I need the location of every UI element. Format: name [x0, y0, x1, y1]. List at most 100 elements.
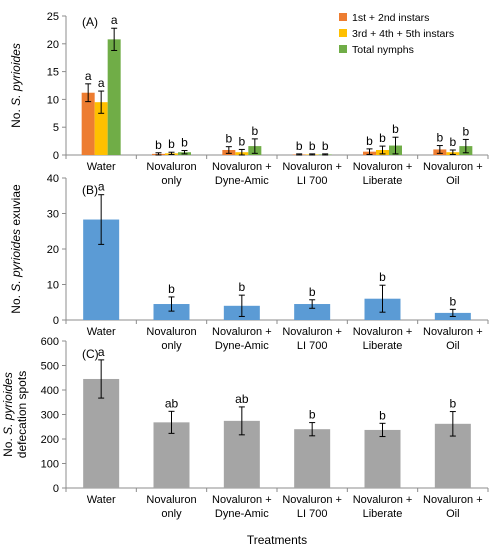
x-tick-label: Novaluron + — [423, 161, 483, 173]
legend-label: 3rd + 4th + 5th instars — [352, 28, 454, 40]
y-axis-title: No. S. pyrioides exuviae — [9, 184, 23, 314]
significance-letter: b — [168, 137, 175, 151]
significance-letter: a — [98, 76, 105, 90]
significance-letter: b — [155, 138, 162, 152]
legend-label: Total nymphs — [352, 44, 414, 56]
x-tick-label: Dyne-Amic — [215, 340, 269, 352]
y-tick-label: 300 — [41, 410, 59, 422]
panel-label: (C) — [82, 347, 99, 361]
y-tick-label: 500 — [41, 361, 59, 373]
significance-letter: b — [322, 139, 329, 153]
x-tick-label: Novaluron + — [212, 326, 272, 338]
x-tick-label: Oil — [446, 340, 459, 352]
significance-letter: b — [238, 280, 245, 294]
y-tick-label: 400 — [41, 385, 59, 397]
panel-c: 0 100 200 300 400 500 600 (C) No. S. pyrioides de… — [1, 336, 489, 520]
x-tick-label: LI 700 — [297, 175, 328, 187]
legend-swatch — [339, 45, 347, 53]
significance-letter: b — [309, 408, 316, 422]
y-tick-label: 600 — [41, 336, 59, 348]
bar-instars-1-2 — [81, 92, 95, 155]
x-tick-label: Novaluron + — [353, 326, 413, 338]
x-tick-label: only — [161, 175, 182, 187]
y-tick-label: 30 — [47, 209, 59, 221]
y-tick-label: 200 — [41, 434, 59, 446]
y-tick-label: 0 — [53, 150, 59, 162]
y-axis-title-line2: defecation spots — [15, 371, 29, 458]
x-tick-label: Novaluron — [146, 326, 196, 338]
significance-letter: b — [296, 139, 303, 153]
x-axis-title: Treatments — [247, 533, 307, 547]
legend-swatch — [339, 29, 347, 37]
x-tick-label: Novaluron — [146, 161, 196, 173]
x-tick-label: Novaluron + — [282, 326, 342, 338]
significance-letter: b — [238, 134, 245, 148]
x-tick-label: Liberate — [363, 508, 403, 520]
bar-value — [364, 429, 401, 488]
x-tick-label: Novaluron — [146, 494, 196, 506]
significance-letter: b — [309, 139, 316, 153]
x-tick-label: Dyne-Amic — [215, 508, 269, 520]
bar-instars-3-5 — [94, 102, 108, 155]
x-tick-label: Liberate — [363, 340, 403, 352]
x-tick-label: Water — [87, 494, 116, 506]
x-tick-label: LI 700 — [297, 508, 328, 520]
y-axis-title-part: S. pyrioides — [9, 43, 23, 106]
x-tick-label: only — [161, 508, 182, 520]
y-tick-label: 10 — [47, 280, 59, 292]
x-tick-label: Novaluron + — [353, 161, 413, 173]
x-tick-label: Oil — [446, 508, 459, 520]
bar-value — [294, 429, 331, 488]
y-axis-title: No. S. pyrioides — [1, 372, 15, 457]
x-tick-label: Novaluron + — [212, 161, 272, 173]
significance-letter: b — [379, 270, 386, 284]
significance-letter: a — [98, 345, 105, 359]
panel-b: 0 10 20 30 40 (B) No. S. pyrioides exuviae a b b b… — [9, 173, 489, 352]
significance-letter: b — [366, 134, 373, 148]
significance-letter: b — [181, 136, 188, 150]
y-tick-label: 5 — [53, 122, 59, 134]
significance-letter: b — [449, 135, 456, 149]
bar-value — [294, 304, 331, 320]
y-tick-label: 20 — [47, 244, 59, 256]
y-axis-title-part: No. — [1, 435, 15, 457]
x-tick-label: Novaluron + — [212, 494, 272, 506]
y-tick-label: 25 — [47, 11, 59, 23]
x-tick-label: Novaluron + — [423, 326, 483, 338]
significance-letter: ab — [165, 396, 179, 410]
x-tick-label: Novaluron + — [282, 161, 342, 173]
legend: 1st + 2nd instars 3rd + 4th + 5th instars… — [339, 12, 454, 56]
significance-letter: a — [111, 13, 118, 27]
y-axis-title: No. S. pyrioides — [9, 43, 23, 128]
y-tick-label: 20 — [47, 39, 59, 51]
significance-letter: ab — [235, 392, 249, 406]
x-tick-label: Water — [87, 161, 116, 173]
significance-letter: b — [251, 124, 258, 138]
y-tick-label: 10 — [47, 94, 59, 106]
x-tick-label: LI 700 — [297, 340, 328, 352]
y-axis-title-part: exuviae — [9, 184, 23, 229]
x-tick-label: only — [161, 340, 182, 352]
y-axis-title-part: No. — [9, 292, 23, 314]
legend-swatch — [339, 13, 347, 21]
x-tick-label: Novaluron + — [282, 494, 342, 506]
significance-letter: b — [462, 124, 469, 138]
significance-letter: b — [392, 122, 399, 136]
panel-label: (A) — [82, 15, 98, 29]
significance-letter: b — [436, 131, 443, 145]
x-tick-label: Oil — [446, 175, 459, 187]
y-tick-label: 0 — [53, 315, 59, 327]
x-tick-label: Water — [87, 326, 116, 338]
legend-label: 1st + 2nd instars — [352, 12, 429, 24]
significance-letter: b — [168, 282, 175, 296]
x-tick-label: Novaluron + — [423, 494, 483, 506]
y-tick-label: 15 — [47, 67, 59, 79]
significance-letter: b — [379, 408, 386, 422]
x-tick-label: Dyne-Amic — [215, 175, 269, 187]
x-tick-label: Novaluron + — [353, 494, 413, 506]
bar-total-nymphs — [107, 39, 121, 155]
significance-letter: b — [309, 285, 316, 299]
y-axis-title-part: S. pyrioides — [1, 372, 15, 435]
x-tick-label: Liberate — [363, 175, 403, 187]
